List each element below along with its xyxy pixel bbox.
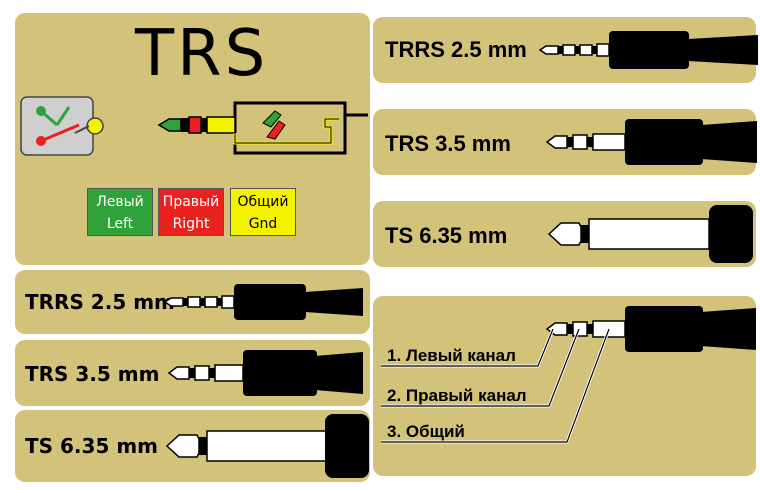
channel-right-label: 2. Правый канал [387,386,527,405]
plug-row-trs-35-top: TRS 3.5 mm [373,109,757,175]
trs-panel: TRS Левый Left Правый Right Общий Gnd [15,13,370,265]
ts-plug-icon [547,205,753,263]
trrs-plug-icon [163,284,363,320]
trs-title: TRS [135,17,269,91]
plug-row-trrs-25-left: TRRS 2.5 mm [15,270,370,334]
plug-label: TS 6.35 mm [385,223,508,248]
legend-gnd-en: Gnd [248,216,278,232]
legend-left: Левый Left [87,188,153,236]
plug-label: TS 6.35 mm [25,434,158,458]
plug-label: TRS 3.5 mm [385,131,511,156]
legend-right-en: Right [172,216,210,232]
trs-plug-icon [167,350,363,396]
channel-common-label: 3. Общий [387,422,465,441]
trs-plug-channels-icon [381,306,756,444]
plug-label: TRS 3.5 mm [25,362,160,386]
plug-row-trrs-25-top: TRRS 2.5 mm [373,17,758,83]
legend-left-en: Left [106,216,134,232]
legend-right-ru: Правый [162,194,220,210]
ts-plug-icon [165,414,369,478]
channel-left-label: 1. Левый канал [387,346,516,365]
trs-jack-drawing-icon [157,101,368,155]
plug-label: TRRS 2.5 mm [25,290,175,314]
switch-schematic-icon [20,96,104,156]
plug-row-ts-635-top: TS 6.35 mm [373,201,756,267]
plug-row-trs-35-left: TRS 3.5 mm [15,340,370,406]
legend-gnd-ru: Общий [237,194,289,210]
legend-right: Правый Right [158,188,224,236]
trs-plug-icon [545,119,757,165]
legend-gnd: Общий Gnd [230,188,296,236]
plug-label: TRRS 2.5 mm [385,37,527,62]
plug-row-ts-635-left: TS 6.35 mm [15,410,370,482]
trrs-plug-icon [538,31,758,69]
legend-left-ru: Левый [96,194,144,210]
channels-panel: 1. Левый канал 2. Правый канал 3. Общий [373,296,756,476]
